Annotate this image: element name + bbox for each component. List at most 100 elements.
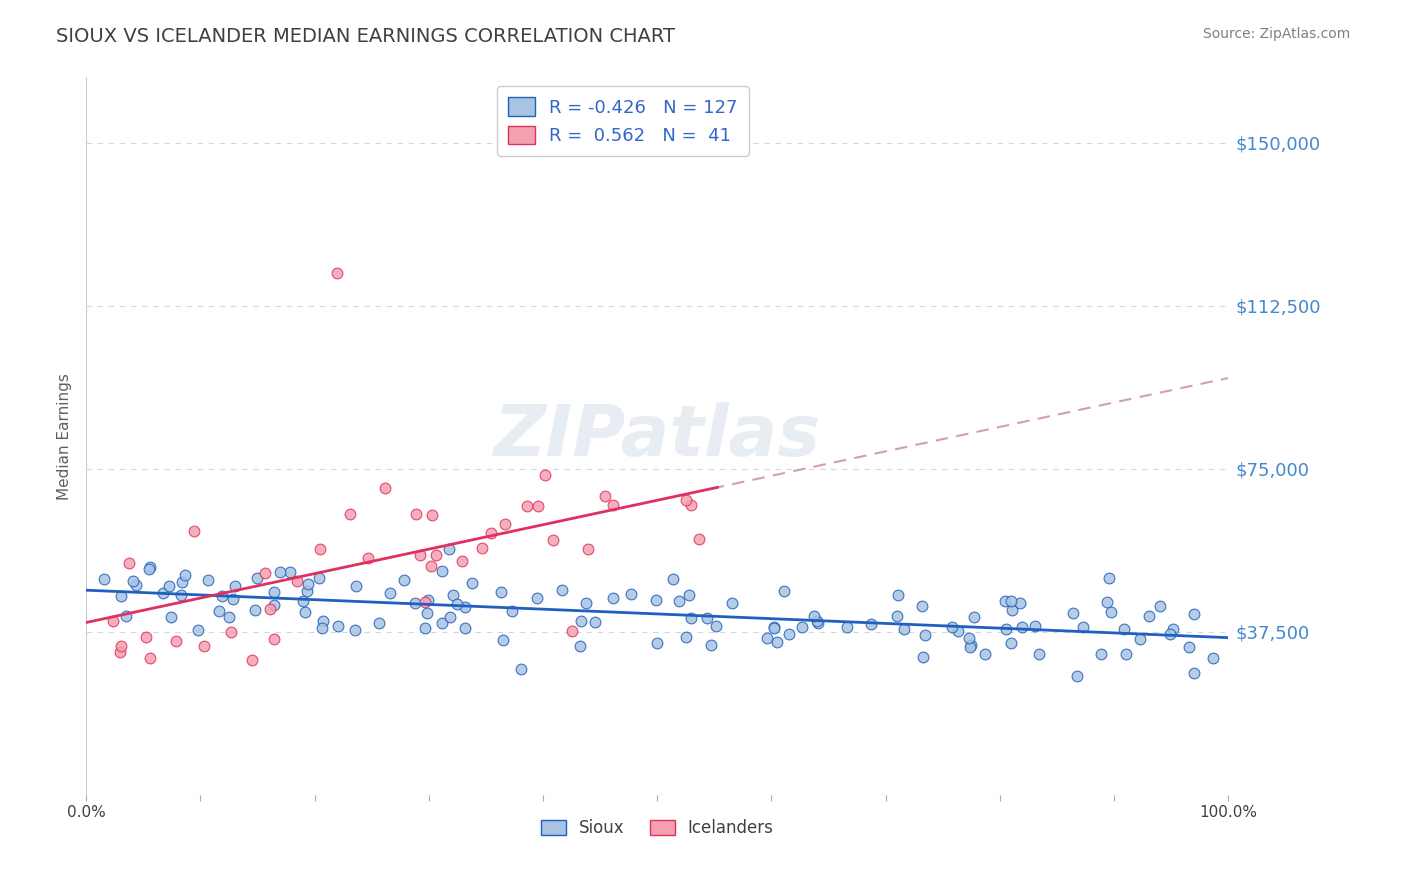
Point — [292, 594, 315, 608]
Point — [492, 633, 515, 648]
Point — [1066, 669, 1088, 683]
Point — [420, 508, 443, 522]
Point — [152, 586, 174, 600]
Point — [173, 568, 195, 582]
Point — [183, 524, 205, 538]
Point — [357, 551, 380, 566]
Text: ZIPatlas: ZIPatlas — [494, 401, 821, 471]
Point — [516, 499, 538, 513]
Point — [700, 638, 723, 652]
Point — [219, 625, 242, 640]
Point — [308, 571, 330, 585]
Point — [211, 589, 233, 603]
Point — [378, 586, 401, 600]
Point — [911, 650, 934, 665]
Point — [138, 562, 160, 576]
Point — [454, 621, 477, 635]
Point — [575, 596, 598, 610]
Point — [1149, 599, 1171, 613]
Point — [93, 572, 115, 586]
Point — [583, 615, 606, 629]
Point — [344, 579, 367, 593]
Point — [1112, 622, 1135, 636]
Point — [959, 640, 981, 655]
Point — [489, 585, 512, 599]
Point — [170, 575, 193, 590]
Point — [269, 565, 291, 579]
Point — [1202, 651, 1225, 665]
Point — [197, 574, 219, 588]
Point — [294, 606, 316, 620]
Point — [404, 597, 426, 611]
Y-axis label: Median Earnings: Median Earnings — [58, 373, 72, 500]
Point — [1062, 606, 1084, 620]
Point — [576, 542, 599, 557]
Point — [263, 632, 285, 647]
Point — [593, 489, 616, 503]
Point — [527, 499, 550, 513]
Point — [1178, 640, 1201, 655]
Point — [160, 610, 183, 624]
Point — [602, 498, 624, 512]
Point — [993, 594, 1015, 608]
Point — [806, 614, 828, 628]
Point — [193, 639, 215, 653]
Point — [569, 639, 592, 653]
Point — [208, 604, 231, 618]
Point — [1159, 627, 1181, 641]
Point — [413, 595, 436, 609]
Point — [311, 621, 333, 635]
Point — [773, 583, 796, 598]
Point — [914, 628, 936, 642]
Point — [253, 566, 276, 580]
Point — [778, 627, 800, 641]
Point — [246, 571, 269, 585]
Point — [101, 614, 124, 628]
Point — [501, 604, 523, 618]
Point — [326, 619, 349, 633]
Point — [1182, 666, 1205, 681]
Point — [430, 564, 453, 578]
Point — [762, 621, 785, 635]
Point — [125, 578, 148, 592]
Point — [647, 636, 669, 650]
Point — [405, 507, 427, 521]
Point — [510, 662, 533, 676]
Point — [460, 576, 482, 591]
Point — [1095, 595, 1118, 609]
Point — [339, 507, 361, 521]
Point — [285, 574, 308, 588]
Point — [420, 559, 443, 574]
Point — [675, 492, 697, 507]
Point — [278, 566, 301, 580]
Point — [441, 588, 464, 602]
Point — [766, 634, 789, 648]
Point — [451, 553, 474, 567]
Point — [675, 630, 697, 644]
Point — [550, 582, 572, 597]
Point — [1024, 619, 1046, 633]
Point — [240, 652, 263, 666]
Point — [1161, 622, 1184, 636]
Point — [471, 541, 494, 555]
Point — [541, 533, 564, 548]
Point — [569, 614, 592, 628]
Point — [312, 614, 335, 628]
Point — [792, 620, 814, 634]
Point — [1115, 647, 1137, 661]
Point — [679, 610, 702, 624]
Point — [368, 616, 391, 631]
Point — [995, 622, 1018, 636]
Point — [1000, 636, 1022, 650]
Point — [704, 619, 727, 633]
Point — [170, 588, 193, 602]
Point — [263, 585, 285, 599]
Point — [479, 525, 502, 540]
Point — [259, 602, 281, 616]
Point — [1011, 620, 1033, 634]
Point — [1000, 603, 1022, 617]
Point — [1000, 594, 1022, 608]
Point — [534, 467, 557, 482]
Text: Source: ZipAtlas.com: Source: ZipAtlas.com — [1202, 27, 1350, 41]
Point — [959, 638, 981, 652]
